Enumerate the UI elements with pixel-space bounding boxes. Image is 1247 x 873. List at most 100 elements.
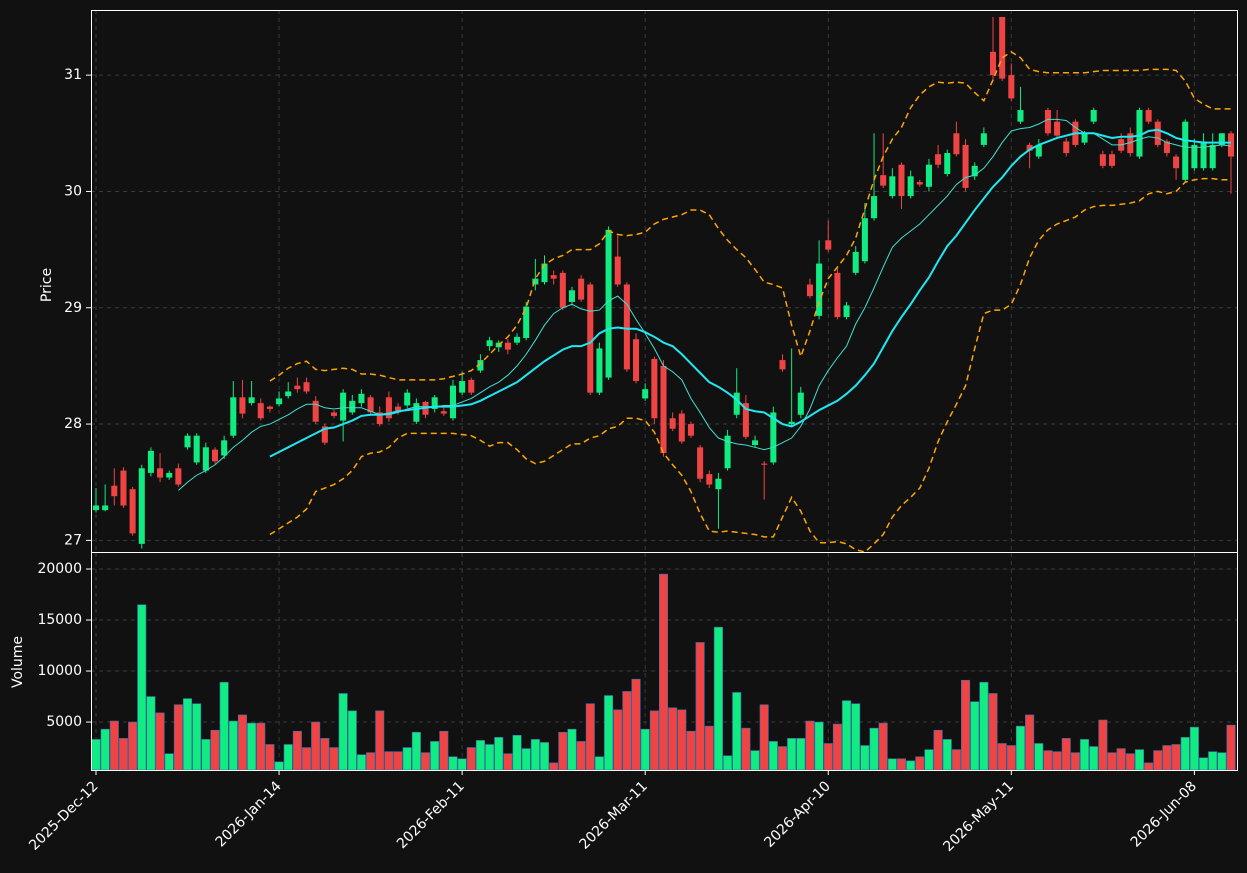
candle-body bbox=[294, 385, 301, 390]
candle-body bbox=[1163, 141, 1170, 154]
candle-body bbox=[834, 272, 841, 318]
candle-body bbox=[111, 485, 118, 497]
volume-bar bbox=[713, 626, 723, 771]
volume-bar bbox=[613, 709, 623, 771]
volume-bar bbox=[723, 755, 733, 771]
volume-bar bbox=[302, 747, 312, 771]
volume-bar bbox=[530, 739, 540, 771]
candle-body bbox=[504, 342, 511, 350]
volume-bar bbox=[1098, 719, 1108, 771]
volume-bar bbox=[320, 738, 330, 771]
candle-body bbox=[477, 360, 484, 371]
volume-bar bbox=[109, 720, 119, 771]
y-tick-label: 5000 bbox=[46, 714, 82, 730]
candle-body bbox=[1173, 156, 1180, 169]
candle-body bbox=[596, 348, 603, 393]
volume-bar bbox=[1153, 750, 1163, 771]
volume-bar bbox=[118, 738, 128, 771]
volume-bar bbox=[1080, 739, 1090, 771]
volume-bar bbox=[466, 747, 476, 771]
candle-body bbox=[861, 218, 868, 262]
candle-body bbox=[999, 16, 1006, 79]
volume-bar bbox=[485, 744, 495, 771]
volume-bar bbox=[256, 722, 266, 771]
candle-body bbox=[1090, 110, 1097, 122]
volume-bar bbox=[311, 721, 321, 771]
candle-body bbox=[1191, 144, 1198, 169]
candle-body bbox=[1145, 110, 1152, 122]
candle-body bbox=[843, 305, 850, 318]
y-tick-label: 29 bbox=[64, 300, 82, 316]
volume-bar bbox=[567, 728, 577, 771]
candle-body bbox=[1081, 133, 1088, 143]
y-axis-label: Price bbox=[39, 268, 55, 302]
candle-body bbox=[385, 397, 392, 419]
candle-body bbox=[1008, 75, 1015, 99]
candle-body bbox=[449, 385, 456, 419]
candle-body bbox=[989, 51, 997, 76]
volume-frame bbox=[91, 552, 1238, 771]
volume-bar bbox=[503, 753, 513, 771]
candle-body bbox=[157, 468, 164, 478]
volume-bar bbox=[988, 693, 998, 771]
candle-body bbox=[770, 412, 777, 463]
candle-body bbox=[102, 505, 109, 511]
volume-bar bbox=[604, 695, 614, 771]
volume-bar bbox=[924, 749, 934, 771]
volume-bar bbox=[137, 604, 147, 771]
candle-body bbox=[193, 435, 200, 463]
candle-body bbox=[129, 489, 136, 534]
volume-bar bbox=[796, 738, 806, 771]
candle-body bbox=[816, 263, 823, 316]
volume-bar bbox=[329, 747, 339, 771]
candle-body bbox=[147, 450, 154, 473]
volume-bar bbox=[1015, 725, 1025, 771]
candle-body bbox=[404, 392, 411, 406]
y-axis-label: Volume bbox=[10, 636, 26, 688]
candle-body bbox=[559, 272, 566, 308]
candle-body bbox=[514, 336, 521, 343]
candle-body bbox=[330, 412, 338, 416]
volume-bar bbox=[430, 741, 440, 771]
indicator-line bbox=[178, 118, 1232, 491]
volume-bar bbox=[787, 738, 797, 771]
volume-bar bbox=[375, 710, 385, 771]
volume-bar bbox=[942, 739, 952, 771]
candle-body bbox=[1017, 110, 1024, 122]
candle-body bbox=[92, 505, 100, 511]
volume-bar bbox=[640, 728, 650, 771]
volume-bar bbox=[512, 735, 522, 771]
volume-bar bbox=[1116, 748, 1126, 771]
volume-bar bbox=[768, 741, 778, 771]
candle-body bbox=[166, 472, 173, 478]
candle-body bbox=[376, 412, 383, 425]
volume-bar bbox=[622, 691, 632, 771]
volume-bar bbox=[1025, 714, 1035, 771]
candle-body bbox=[1209, 144, 1216, 169]
volume-bar bbox=[878, 722, 888, 771]
volume-bar bbox=[475, 740, 485, 771]
candle-body bbox=[678, 413, 685, 442]
candle-body bbox=[880, 175, 887, 186]
candle-body bbox=[468, 379, 475, 393]
volume-bar bbox=[997, 743, 1007, 771]
candle-body bbox=[962, 144, 969, 188]
candle-body bbox=[980, 133, 987, 145]
candle-body bbox=[358, 393, 365, 404]
volume-bar bbox=[1144, 762, 1154, 771]
candle-body bbox=[733, 392, 740, 415]
candle-body bbox=[541, 263, 548, 283]
y-tick-label: 30 bbox=[64, 183, 82, 199]
candle-body bbox=[715, 478, 722, 490]
candle-body bbox=[1127, 133, 1134, 154]
volume-bar bbox=[677, 709, 687, 771]
volume-bar bbox=[750, 750, 760, 771]
candle-body bbox=[797, 392, 804, 415]
volume-bar bbox=[704, 725, 714, 771]
candle-body bbox=[1108, 154, 1116, 166]
volume-bar bbox=[915, 756, 925, 771]
candle-body bbox=[1136, 110, 1143, 157]
price-panel bbox=[91, 10, 1238, 553]
volume-bar bbox=[805, 720, 815, 771]
